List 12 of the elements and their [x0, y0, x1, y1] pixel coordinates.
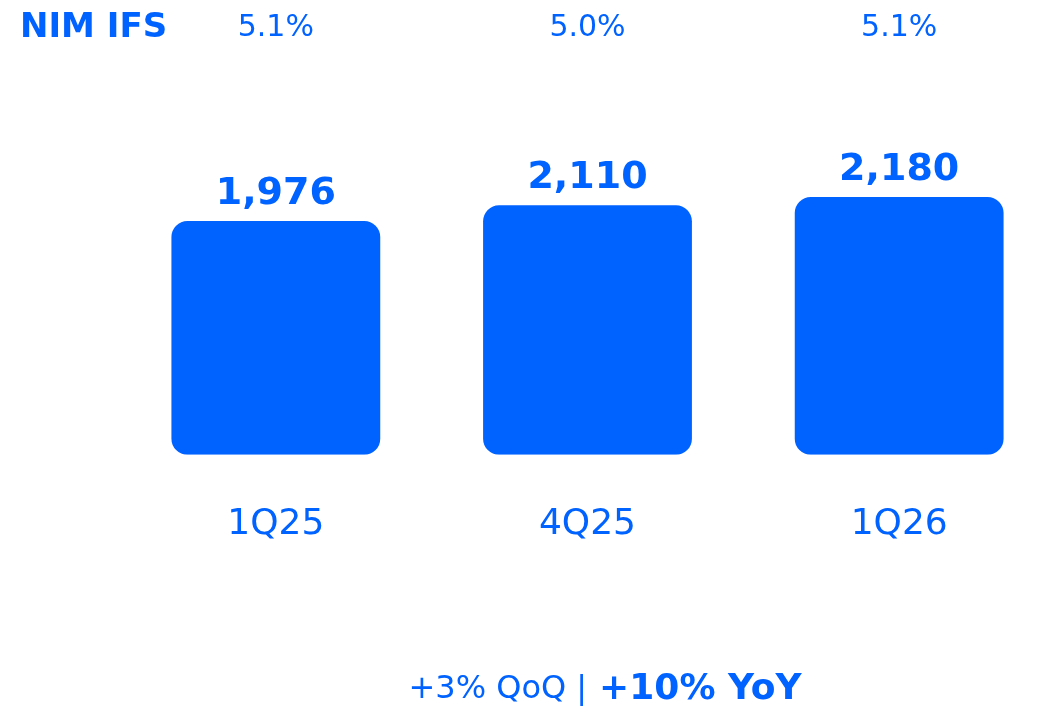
- text: 5.1%: [861, 7, 938, 43]
- text: +3% QoQ |: [408, 668, 588, 707]
- text: 5.1%: [237, 7, 314, 43]
- text: NIM IFS: [20, 4, 168, 45]
- data-label: 2,110: [527, 153, 648, 198]
- data-label: 1,976: [215, 168, 336, 213]
- text: +10% YoY: [599, 666, 803, 708]
- x-tick-label: 1Q25: [227, 500, 325, 542]
- data-label: 2,180: [839, 144, 960, 189]
- text: 5.0%: [549, 7, 626, 43]
- x-tick-label: 4Q25: [538, 500, 637, 542]
- x-tick-label: 1Q26: [850, 500, 948, 542]
